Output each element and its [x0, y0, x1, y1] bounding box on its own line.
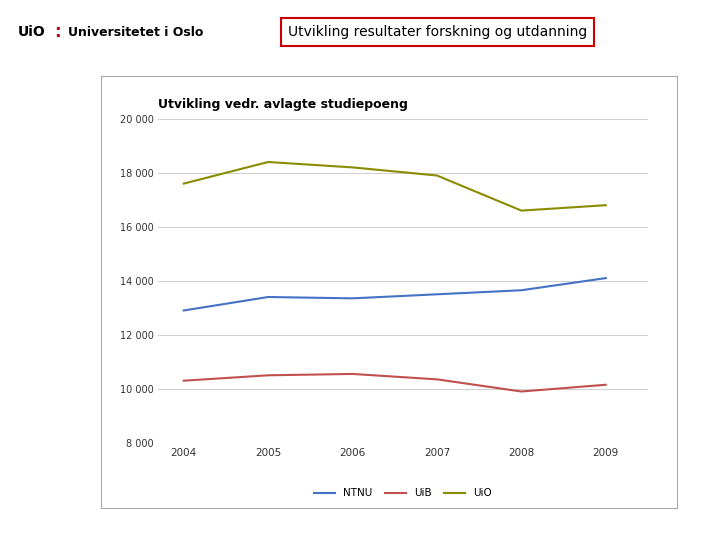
Text: Universitetet i Oslo: Universitetet i Oslo [68, 26, 204, 39]
Text: Utvikling vedr. avlagte studiepoeng: Utvikling vedr. avlagte studiepoeng [158, 98, 408, 111]
Legend: NTNU, UiB, UiO: NTNU, UiB, UiO [310, 484, 496, 502]
Text: :: : [54, 23, 60, 42]
Text: UiO: UiO [18, 25, 46, 39]
Text: Utvikling resultater forskning og utdanning: Utvikling resultater forskning og utdann… [288, 25, 588, 39]
